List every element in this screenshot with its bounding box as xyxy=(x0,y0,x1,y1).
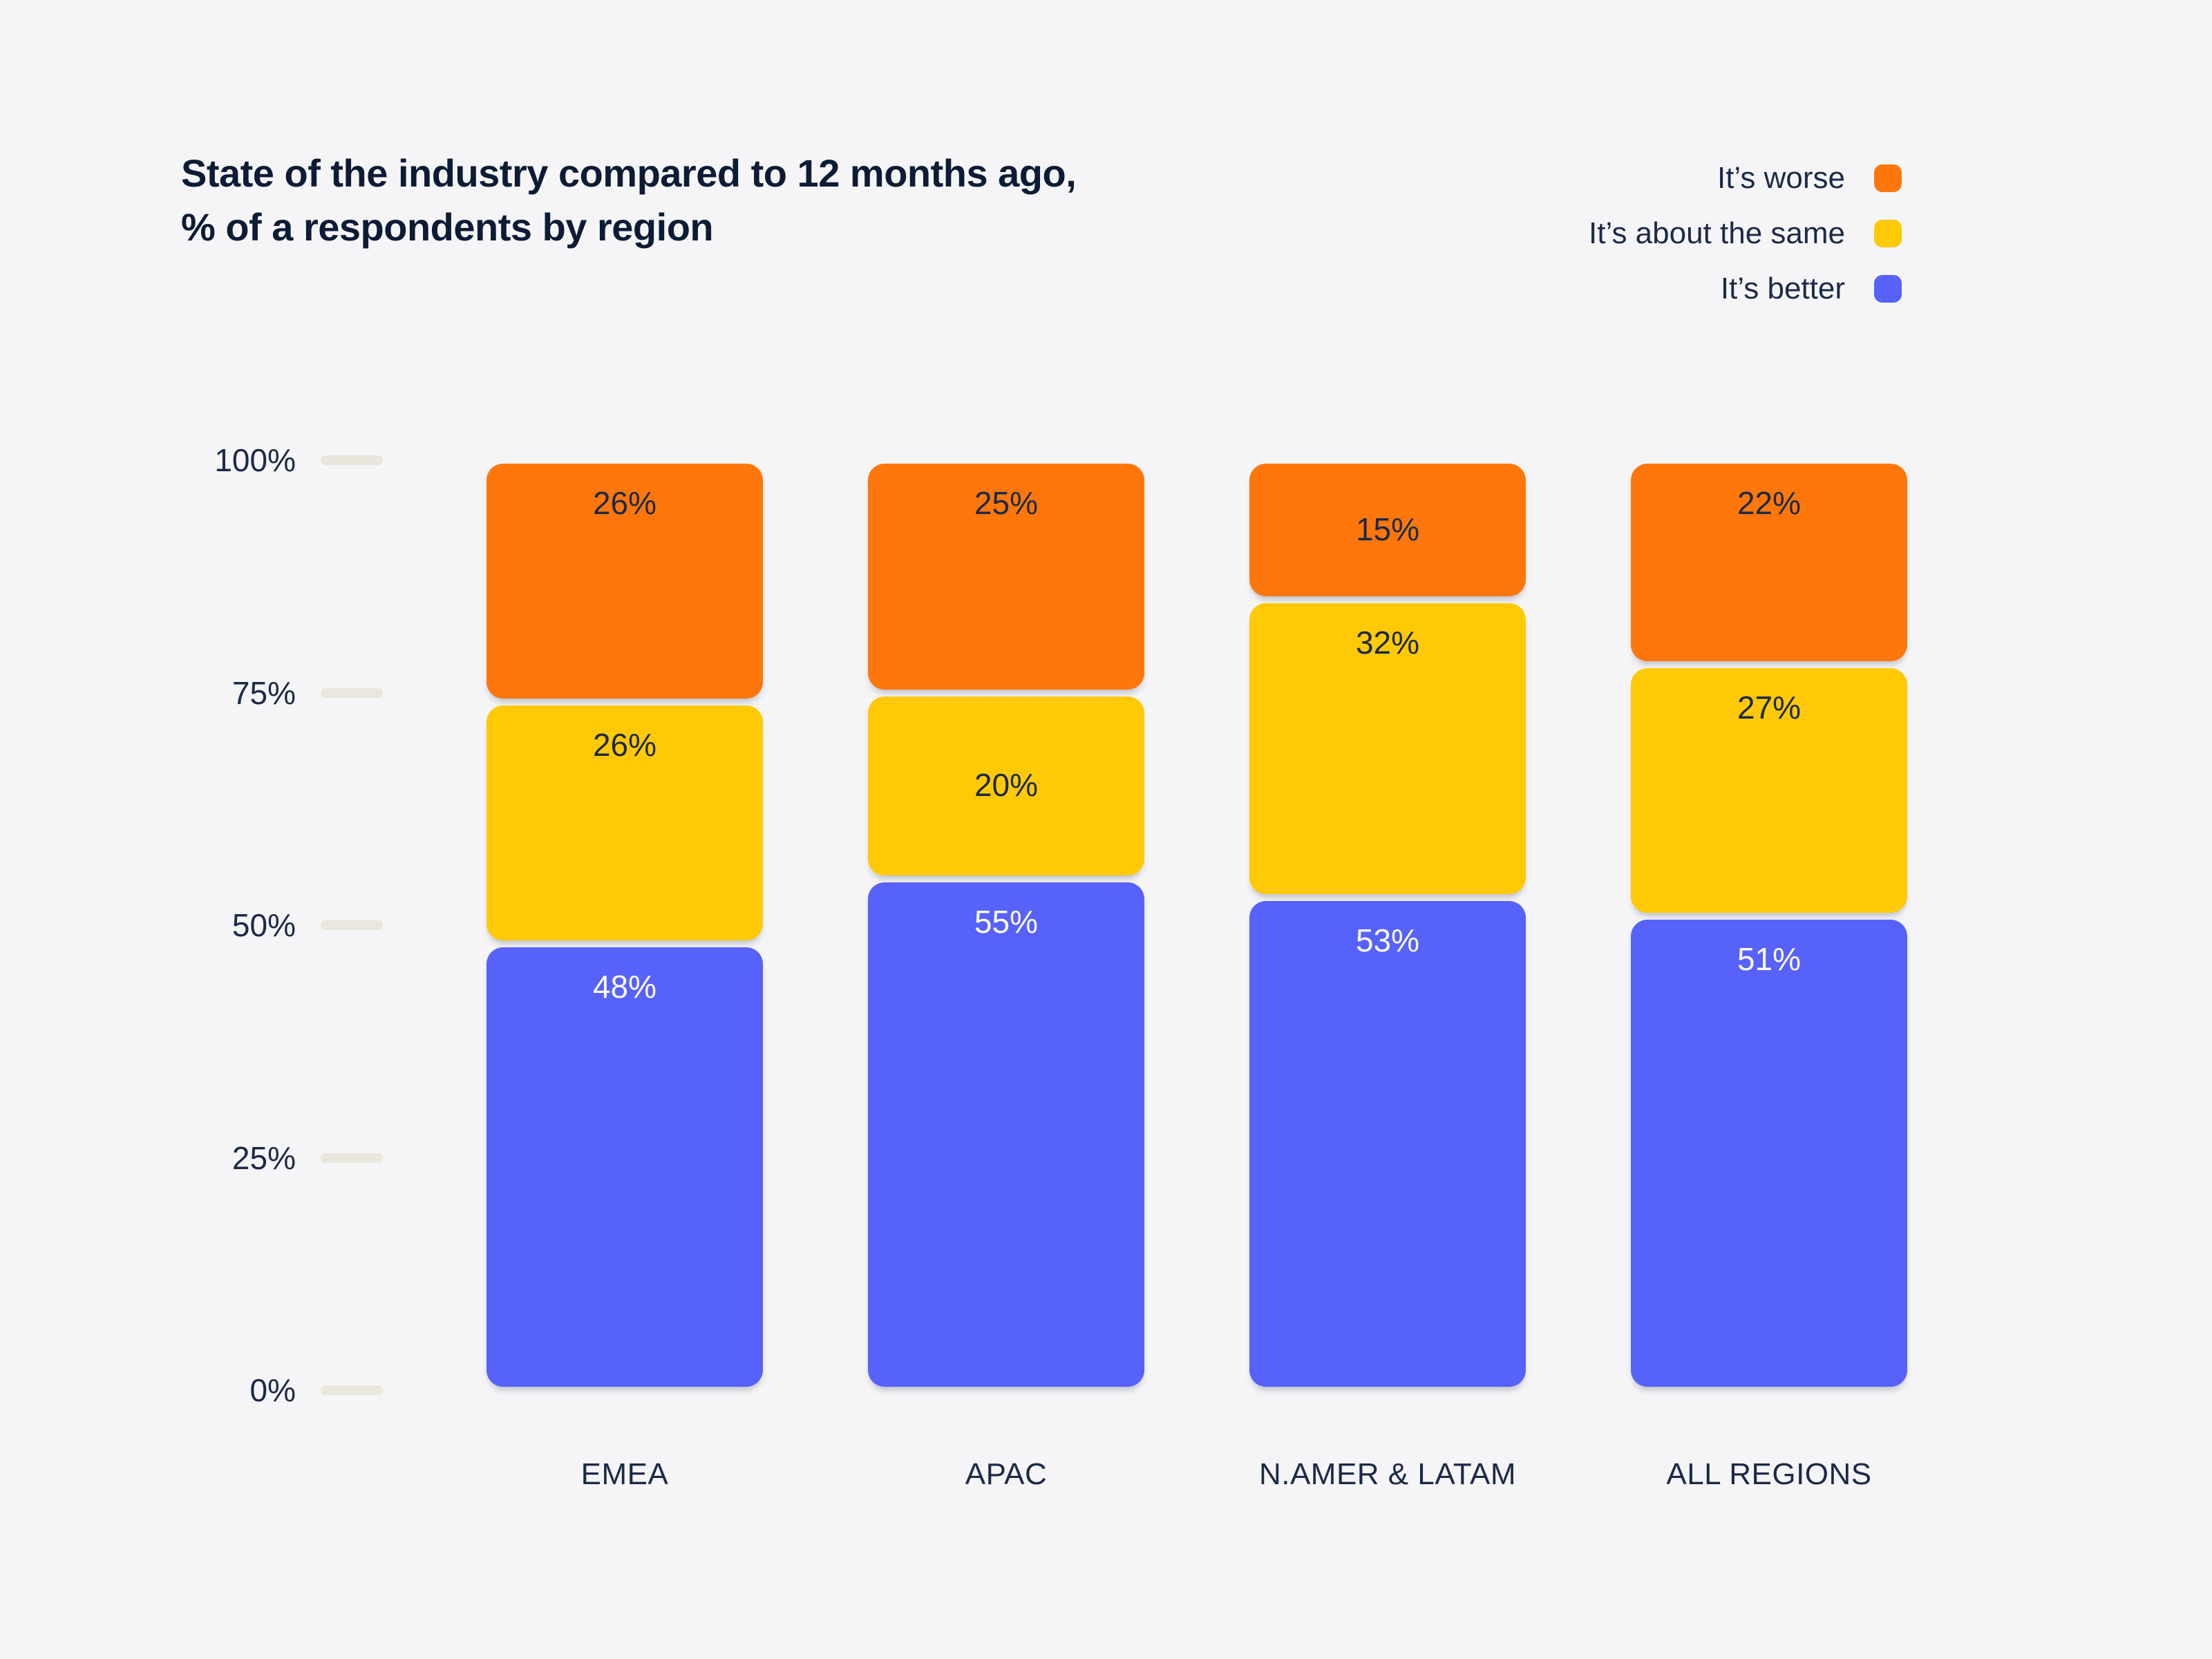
bar-value-label: 26% xyxy=(592,726,657,763)
legend-label: It’s better xyxy=(1720,272,1845,305)
bar-value-label: 26% xyxy=(592,485,657,521)
y-tick-mark xyxy=(321,455,383,465)
x-axis-label-n-amer-latam: N.AMER & LATAM xyxy=(1258,1457,1517,1491)
legend-swatch xyxy=(1874,164,1902,192)
bar-segment-all-regions-series-2: 51% xyxy=(1631,919,1907,1387)
chart-title-line2: % of a respondents by region xyxy=(181,205,714,249)
bar-value-label: 22% xyxy=(1737,485,1802,521)
y-tick-mark xyxy=(321,688,383,698)
x-axis-label-apac: APAC xyxy=(965,1457,1048,1491)
bar-value-label: 53% xyxy=(1355,922,1420,958)
y-tick-mark xyxy=(321,920,383,930)
legend-item-2: It’s better xyxy=(1589,261,1902,316)
legend-item-0: It’s worse xyxy=(1589,151,1902,206)
bar-segment-all-regions-series-1: 27% xyxy=(1631,668,1907,913)
bar-value-label: 27% xyxy=(1737,690,1802,726)
x-axis-label-all-regions: ALL REGIONS xyxy=(1666,1457,1872,1491)
y-tick-label: 75% xyxy=(231,674,296,711)
bar-value-label: 32% xyxy=(1355,624,1420,661)
bar-segment-apac-series-2: 55% xyxy=(868,882,1144,1387)
bar-segment-n-amer-latam-series-2: 53% xyxy=(1249,900,1526,1387)
chart-title: State of the industry compared to 12 mon… xyxy=(181,146,1077,254)
y-tick-label: 0% xyxy=(249,1372,296,1408)
bar-value-label: 15% xyxy=(1355,511,1420,547)
bar-value-label: 55% xyxy=(974,903,1039,940)
x-axis-label-emea: EMEA xyxy=(580,1457,669,1491)
bar-segment-emea-series-0: 26% xyxy=(486,464,763,699)
legend: It’s worse It’s about the same It’s better xyxy=(1589,151,1902,316)
bar-segment-n-amer-latam-series-0: 15% xyxy=(1249,464,1526,596)
y-tick-mark xyxy=(321,1153,383,1163)
bar-segment-apac-series-1: 20% xyxy=(868,696,1144,875)
legend-label: It’s worse xyxy=(1717,161,1845,195)
bar-value-label: 25% xyxy=(974,485,1039,521)
bar-segment-apac-series-0: 25% xyxy=(868,464,1144,690)
chart-title-line1: State of the industry compared to 12 mon… xyxy=(181,151,1077,195)
bar-value-label: 51% xyxy=(1737,940,1802,977)
bar-segment-n-amer-latam-series-1: 32% xyxy=(1249,603,1526,894)
bar-segment-all-regions-series-0: 22% xyxy=(1631,464,1907,662)
legend-item-1: It’s about the same xyxy=(1589,206,1902,261)
bar-segment-emea-series-1: 26% xyxy=(486,705,763,940)
y-tick-label: 25% xyxy=(231,1139,296,1176)
y-tick-label: 50% xyxy=(231,907,296,943)
bar-segment-emea-series-2: 48% xyxy=(486,947,763,1387)
legend-swatch xyxy=(1874,220,1902,247)
bar-value-label: 48% xyxy=(592,968,657,1005)
bar-value-label: 20% xyxy=(974,767,1039,804)
y-tick-label: 100% xyxy=(214,442,296,478)
legend-label: It’s about the same xyxy=(1589,216,1845,250)
y-tick-mark xyxy=(321,1385,383,1395)
legend-swatch xyxy=(1874,275,1902,303)
